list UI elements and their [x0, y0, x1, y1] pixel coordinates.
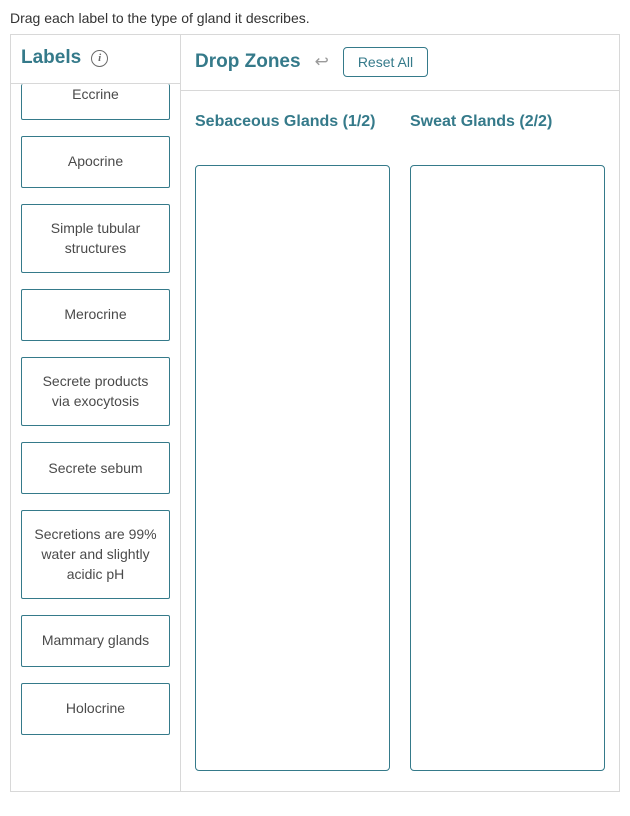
labels-panel: Labels i Eccrine Apocrine Simple tubular… — [11, 35, 181, 791]
label-item[interactable]: Merocrine — [21, 289, 170, 341]
label-item[interactable]: Holocrine — [21, 683, 170, 735]
labels-title: Labels — [21, 47, 81, 69]
dropzone-box-sweat[interactable] — [410, 165, 605, 771]
dropzone-column: Sweat Glands (2/2) — [410, 111, 605, 771]
labels-header: Labels i — [11, 35, 180, 84]
dropzones-title: Drop Zones — [195, 51, 301, 73]
undo-icon[interactable]: ↩ — [315, 52, 329, 72]
info-icon[interactable]: i — [91, 50, 108, 67]
label-item[interactable]: Secrete products via exocytosis — [21, 357, 170, 426]
label-item[interactable]: Apocrine — [21, 136, 170, 188]
dropzone-box-sebaceous[interactable] — [195, 165, 390, 771]
label-item[interactable]: Eccrine — [21, 84, 170, 120]
label-item[interactable]: Simple tubular structures — [21, 204, 170, 273]
labels-list: Eccrine Apocrine Simple tubular structur… — [11, 84, 180, 791]
reset-all-button[interactable]: Reset All — [343, 47, 428, 77]
dropzones-header: Drop Zones ↩ Reset All — [181, 35, 619, 91]
dropzone-heading: Sweat Glands (2/2) — [410, 111, 605, 155]
dropzones-body: Sebaceous Glands (1/2) Sweat Glands (2/2… — [181, 91, 619, 791]
instruction-text: Drag each label to the type of gland it … — [0, 0, 630, 34]
label-item[interactable]: Secrete sebum — [21, 442, 170, 494]
label-item[interactable]: Mammary glands — [21, 615, 170, 667]
label-item[interactable]: Secretions are 99% water and slightly ac… — [21, 510, 170, 599]
main-container: Labels i Eccrine Apocrine Simple tubular… — [10, 34, 620, 792]
dropzones-panel: Drop Zones ↩ Reset All Sebaceous Glands … — [181, 35, 619, 791]
dropzone-heading: Sebaceous Glands (1/2) — [195, 111, 390, 155]
dropzone-column: Sebaceous Glands (1/2) — [195, 111, 390, 771]
